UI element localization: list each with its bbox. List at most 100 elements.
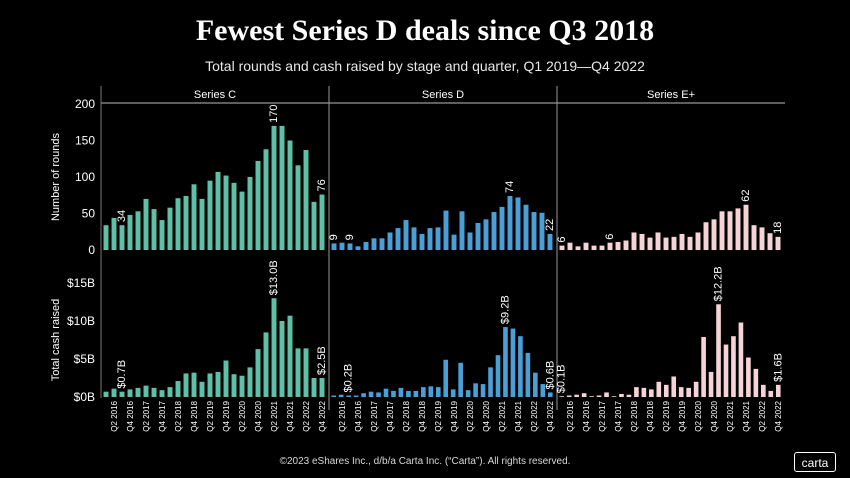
bar-rounds-series-e [615,241,621,250]
x-tick-label: Q2 2018 [402,400,411,431]
bar-rounds-series-d [531,212,537,250]
bar-rounds-series-c [223,175,229,250]
x-tick-label: Q4 2022 [774,400,783,431]
x-tick-label: Q4 2017 [158,400,167,431]
x-tick-label: Q2 2020 [238,400,247,431]
x-tick-label: Q2 2018 [174,400,183,431]
bar-rounds-series-e [631,232,637,250]
bar-rounds-series-c [191,184,197,250]
bar-cash-series-c [159,390,165,397]
bar-rounds-series-e [727,211,733,250]
bar-cash-series-e [619,393,624,397]
bar-rounds-series-e [575,246,581,250]
data-label: 9 [344,234,356,240]
bar-rounds-series-c [311,201,317,250]
bar-cash-series-c [231,374,237,397]
x-tick-label: Q4 2020 [710,400,719,431]
bar-rounds-series-d [331,243,337,250]
data-label: $0.1B [556,364,568,393]
x-tick-label: Q4 2016 [582,400,591,431]
data-label: $0.7B [116,360,128,389]
bar-rounds-series-d [411,227,417,250]
bar-rounds-series-e [639,233,645,250]
x-tick-label: Q2 2016 [566,400,575,431]
bar-cash-series-d [443,359,449,397]
x-tick-label: Q2 2020 [694,400,703,431]
bar-cash-series-e [574,394,579,397]
bar-cash-series-c [111,388,117,397]
bar-rounds-series-d [355,246,361,250]
x-tick-label: Q4 2018 [190,400,199,431]
bar-cash-series-d [406,390,411,397]
x-tick-label: Q4 2017 [614,400,623,431]
bar-cash-series-c [247,367,253,397]
bar-rounds-series-d [371,238,377,250]
bar-cash-series-c [239,375,245,397]
bar-rounds-series-c [159,220,165,250]
bar-cash-series-c [167,387,173,397]
y-tick-label: 150 [75,134,95,148]
x-tick-label: Q2 2021 [726,400,735,431]
bar-cash-series-c [103,391,109,397]
bar-rounds-series-d [523,204,529,250]
bar-cash-series-e [663,384,669,397]
bar-rounds-series-e [599,245,605,250]
x-tick-label: Q4 2022 [546,400,555,431]
bar-rounds-series-d [339,242,345,250]
bar-cash-series-c [207,373,213,397]
x-tick-label: Q4 2021 [286,400,295,431]
bar-rounds-series-d [419,233,425,250]
x-tick-label: Q2 2022 [758,400,767,431]
bar-cash-series-e [686,387,691,397]
bar-rounds-series-c [135,211,141,250]
bar-rounds-series-e [735,208,741,250]
bar-cash-series-e [708,371,714,397]
x-tick-label: Q2 2016 [110,400,119,431]
bar-cash-series-d [398,387,404,397]
data-label: $1.6B [772,353,784,382]
bar-rounds-series-e [775,236,781,250]
y-tick-label: 200 [75,97,95,111]
x-tick-label: Q4 2018 [646,400,655,431]
bar-rounds-series-d [387,232,393,250]
bar-cash-series-e [678,387,684,397]
bar-cash-series-d [331,395,337,397]
bar-rounds-series-c [319,194,325,250]
bar-rounds-series-e [671,236,677,250]
bar-rounds-series-d [499,206,505,250]
x-tick-label: Q4 2016 [354,400,363,431]
bar-cash-series-d [413,390,419,397]
bar-cash-series-c [303,348,309,397]
bar-rounds-series-c [303,149,309,250]
bar-cash-series-c [215,371,221,397]
data-label: 62 [740,189,752,201]
bar-rounds-series-e [623,240,629,250]
y-tick-label: $5B [74,352,95,366]
bar-rounds-series-c [247,177,253,250]
bar-rounds-series-c [151,209,157,250]
bar-rounds-series-c [263,149,269,250]
bar-cash-series-d [518,336,523,397]
bar-rounds-series-d [547,233,553,250]
bar-rounds-series-d [443,210,449,250]
x-tick-label: Q2 2020 [466,400,475,431]
data-label: 18 [772,222,784,234]
data-label: 9 [328,234,340,240]
bar-rounds-series-c [287,140,293,250]
bar-cash-series-d [503,327,508,397]
x-tick-label: Q2 2021 [270,400,279,431]
data-label: $12.2B [713,266,725,301]
chart-subtitle: Total rounds and cash raised by stage an… [205,58,645,74]
bar-rounds-series-e [711,219,717,250]
bar-rounds-series-e [591,245,597,250]
bar-cash-series-e [589,396,594,397]
y-tick-label: 100 [75,170,95,184]
bar-cash-series-e [693,381,699,397]
bar-cash-series-c [263,332,269,397]
x-tick-label: Q4 2020 [482,400,491,431]
panel-header: Series D [422,89,464,101]
bar-rounds-series-c [167,207,173,250]
bar-rounds-series-c [231,182,237,250]
bar-cash-series-e [634,387,639,397]
